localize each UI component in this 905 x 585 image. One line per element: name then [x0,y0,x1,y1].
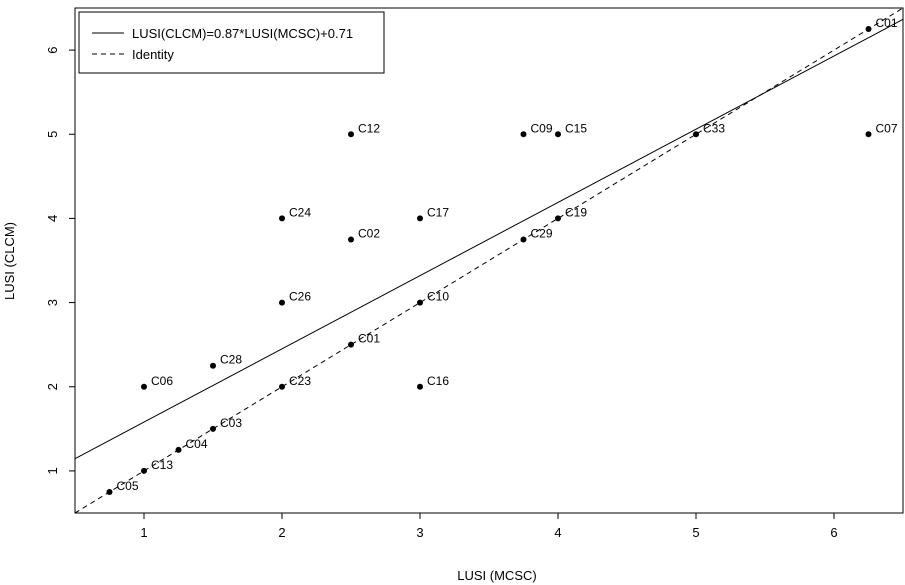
data-point [279,383,285,390]
data-point [865,26,872,33]
y-axis-title: LUSI (CLCM) [2,222,17,300]
point-label: C19 [565,205,587,219]
point-label: C29 [531,226,553,240]
point-label: C03 [220,416,242,430]
data-point [417,383,423,390]
legend-entry-identity: Identity [132,47,174,62]
point-label: C10 [427,290,449,304]
point-label: C02 [358,226,380,240]
fit-lines [75,8,903,513]
data-point [141,383,147,390]
point-label: C09 [531,121,553,135]
point-label: C24 [289,205,311,219]
data-point [693,131,699,138]
data-point [520,131,527,138]
x-axis-title: LUSI (MCSC) [457,568,536,583]
data-point [417,299,423,306]
y-tick-label: 2 [45,383,60,390]
point-label: C23 [289,374,311,388]
data-point [555,215,561,222]
data-point [279,215,285,222]
x-tick-label: 1 [140,525,147,540]
data-point [279,299,285,306]
regression-line [75,18,903,460]
x-tick-label: 4 [554,525,561,540]
plot-area [74,7,904,514]
x-tick-label: 3 [416,525,423,540]
y-tick-label: 5 [45,131,60,138]
point-label: C07 [876,121,898,135]
point-label: C16 [427,374,449,388]
data-point [210,425,216,432]
data-point [520,236,527,243]
point-label: C33 [703,121,725,135]
point-label: C04 [186,437,208,451]
y-tick-label: 1 [45,467,60,474]
legend: LUSI(CLCM)=0.87*LUSI(MCSC)+0.71 Identity [78,11,385,74]
point-label: C17 [427,205,449,219]
legend-entry-fit: LUSI(CLCM)=0.87*LUSI(MCSC)+0.71 [132,26,353,41]
data-point [348,131,354,138]
x-tick-label: 5 [692,525,699,540]
data-point [555,131,561,138]
point-label: C13 [151,458,173,472]
y-tick-label: 6 [45,46,60,53]
point-label: C01 [876,16,898,30]
point-label: C05 [117,479,139,493]
point-label: C28 [220,353,242,367]
y-tick-label: 3 [45,299,60,306]
point-label: C06 [151,374,173,388]
axes: 1 2 3 4 5 6 1 2 3 4 5 6 [45,46,838,540]
data-points: C01 C12 C09 C15 C33 C07 C24 C17 C19 C02 C29 C26 C10 C… [106,16,898,495]
y-tick-label: 4 [45,215,60,222]
x-tick-label: 2 [278,525,285,540]
legend-box [78,11,385,74]
data-point [175,446,182,453]
data-point [210,362,216,369]
data-point [348,236,354,243]
data-point [106,488,113,495]
point-label: C26 [289,290,311,304]
data-point [417,215,423,222]
point-label: C15 [565,121,587,135]
x-tick-label: 6 [830,525,837,540]
data-point [865,131,872,138]
data-point [141,467,147,474]
point-label: C01 [358,332,380,346]
point-label: C12 [358,121,380,135]
plot-frame [74,7,904,514]
data-point [348,341,354,348]
